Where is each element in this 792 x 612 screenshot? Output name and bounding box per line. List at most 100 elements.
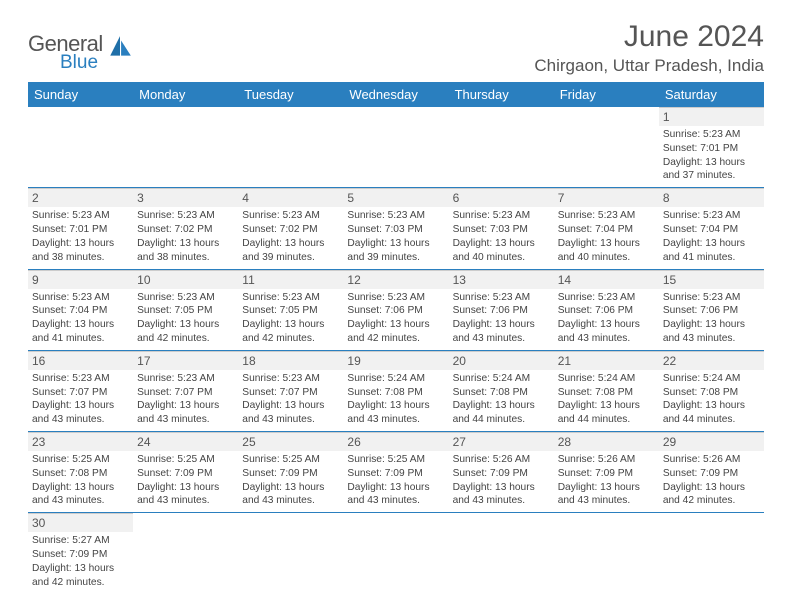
- calendar-cell: 18Sunrise: 5:23 AMSunset: 7:07 PMDayligh…: [238, 350, 343, 431]
- sunset-text: Sunset: 7:06 PM: [663, 304, 760, 318]
- logo-line2: Blue: [60, 54, 103, 71]
- daylight-text: Daylight: 13 hours and 43 minutes.: [242, 399, 339, 427]
- day-number: 7: [554, 188, 659, 207]
- daylight-text: Daylight: 13 hours and 42 minutes.: [663, 481, 760, 509]
- calendar-cell: 6Sunrise: 5:23 AMSunset: 7:03 PMDaylight…: [449, 188, 554, 269]
- calendar-cell: 22Sunrise: 5:24 AMSunset: 7:08 PMDayligh…: [659, 350, 764, 431]
- day-number: 8: [659, 188, 764, 207]
- calendar-cell: 2Sunrise: 5:23 AMSunset: 7:01 PMDaylight…: [28, 188, 133, 269]
- daylight-text: Daylight: 13 hours and 39 minutes.: [242, 237, 339, 265]
- calendar-cell: 25Sunrise: 5:25 AMSunset: 7:09 PMDayligh…: [238, 432, 343, 513]
- calendar-week: 1Sunrise: 5:23 AMSunset: 7:01 PMDaylight…: [28, 107, 764, 188]
- day-number: 17: [133, 351, 238, 370]
- sunrise-text: Sunrise: 5:27 AM: [32, 534, 129, 548]
- sunset-text: Sunset: 7:03 PM: [347, 223, 444, 237]
- sunset-text: Sunset: 7:01 PM: [663, 142, 760, 156]
- day-number: 11: [238, 270, 343, 289]
- sunrise-text: Sunrise: 5:23 AM: [663, 291, 760, 305]
- calendar-cell: 16Sunrise: 5:23 AMSunset: 7:07 PMDayligh…: [28, 350, 133, 431]
- calendar-cell: [28, 107, 133, 188]
- day-number: 26: [343, 432, 448, 451]
- sunrise-text: Sunrise: 5:25 AM: [137, 453, 234, 467]
- location: Chirgaon, Uttar Pradesh, India: [534, 56, 764, 76]
- daylight-text: Daylight: 13 hours and 38 minutes.: [32, 237, 129, 265]
- calendar-cell: 7Sunrise: 5:23 AMSunset: 7:04 PMDaylight…: [554, 188, 659, 269]
- day-number: 22: [659, 351, 764, 370]
- day-number: 15: [659, 270, 764, 289]
- sunrise-text: Sunrise: 5:23 AM: [242, 209, 339, 223]
- day-header: Sunday: [28, 82, 133, 107]
- daylight-text: Daylight: 13 hours and 37 minutes.: [663, 156, 760, 184]
- daylight-text: Daylight: 13 hours and 43 minutes.: [663, 318, 760, 346]
- sunset-text: Sunset: 7:06 PM: [347, 304, 444, 318]
- calendar-cell: 26Sunrise: 5:25 AMSunset: 7:09 PMDayligh…: [343, 432, 448, 513]
- sunset-text: Sunset: 7:08 PM: [453, 386, 550, 400]
- daylight-text: Daylight: 13 hours and 43 minutes.: [453, 481, 550, 509]
- sunrise-text: Sunrise: 5:24 AM: [453, 372, 550, 386]
- sunset-text: Sunset: 7:02 PM: [242, 223, 339, 237]
- sunset-text: Sunset: 7:01 PM: [32, 223, 129, 237]
- calendar-week: 9Sunrise: 5:23 AMSunset: 7:04 PMDaylight…: [28, 269, 764, 350]
- calendar-cell: [343, 107, 448, 188]
- calendar-cell: [133, 513, 238, 594]
- day-number: 16: [28, 351, 133, 370]
- day-header: Saturday: [659, 82, 764, 107]
- day-number: 6: [449, 188, 554, 207]
- title-block: June 2024 Chirgaon, Uttar Pradesh, India: [534, 20, 764, 76]
- calendar-cell: 20Sunrise: 5:24 AMSunset: 7:08 PMDayligh…: [449, 350, 554, 431]
- calendar-cell: 4Sunrise: 5:23 AMSunset: 7:02 PMDaylight…: [238, 188, 343, 269]
- calendar-cell: 27Sunrise: 5:26 AMSunset: 7:09 PMDayligh…: [449, 432, 554, 513]
- daylight-text: Daylight: 13 hours and 43 minutes.: [137, 399, 234, 427]
- calendar-cell: 28 Sunrise: 5:26 AMSunset: 7:09 PMDayligh…: [554, 432, 659, 513]
- calendar-cell: 1Sunrise: 5:23 AMSunset: 7:01 PMDaylight…: [659, 107, 764, 188]
- sail-icon: [107, 34, 133, 60]
- day-number: 30: [28, 513, 133, 532]
- calendar-week: 2Sunrise: 5:23 AMSunset: 7:01 PMDaylight…: [28, 188, 764, 269]
- day-header: Tuesday: [238, 82, 343, 107]
- sunrise-text: Sunrise: 5:23 AM: [32, 291, 129, 305]
- day-number: 19: [343, 351, 448, 370]
- calendar-table: Sunday Monday Tuesday Wednesday Thursday…: [28, 82, 764, 594]
- sunset-text: Sunset: 7:07 PM: [137, 386, 234, 400]
- sunrise-text: Sunrise: 5:23 AM: [347, 209, 444, 223]
- sunset-text: Sunset: 7:08 PM: [663, 386, 760, 400]
- header: General Blue June 2024 Chirgaon, Uttar P…: [28, 20, 764, 76]
- daylight-text: Daylight: 13 hours and 43 minutes.: [32, 481, 129, 509]
- sunrise-text: Sunrise: 5:23 AM: [32, 209, 129, 223]
- day-header: Wednesday: [343, 82, 448, 107]
- logo-line1: General: [28, 34, 103, 54]
- sunset-text: Sunset: 7:09 PM: [558, 467, 655, 481]
- day-number: 18: [238, 351, 343, 370]
- calendar-cell: 5Sunrise: 5:23 AMSunset: 7:03 PMDaylight…: [343, 188, 448, 269]
- sunrise-text: Sunrise: 5:24 AM: [347, 372, 444, 386]
- daylight-text: Daylight: 13 hours and 43 minutes.: [242, 481, 339, 509]
- logo: General Blue: [28, 34, 133, 71]
- sunrise-text: Sunrise: 5:23 AM: [137, 372, 234, 386]
- sunset-text: Sunset: 7:04 PM: [558, 223, 655, 237]
- sunrise-text: Sunrise: 5:25 AM: [347, 453, 444, 467]
- day-number: 24: [133, 432, 238, 451]
- sunrise-text: Sunrise: 5:24 AM: [558, 372, 655, 386]
- calendar-cell: 10Sunrise: 5:23 AMSunset: 7:05 PMDayligh…: [133, 269, 238, 350]
- sunrise-text: Sunrise: 5:26 AM: [453, 453, 550, 467]
- sunrise-text: Sunrise: 5:23 AM: [137, 209, 234, 223]
- calendar-cell: [554, 107, 659, 188]
- sunrise-text: Sunrise: 5:23 AM: [347, 291, 444, 305]
- daylight-text: Daylight: 13 hours and 43 minutes.: [453, 318, 550, 346]
- calendar-cell: 17 Sunrise: 5:23 AMSunset: 7:07 PMDayligh…: [133, 350, 238, 431]
- day-number: 23: [28, 432, 133, 451]
- day-number: 12: [343, 270, 448, 289]
- calendar-cell: [449, 107, 554, 188]
- calendar-cell: 3Sunrise: 5:23 AMSunset: 7:02 PMDaylight…: [133, 188, 238, 269]
- calendar-cell: 14Sunrise: 5:23 AMSunset: 7:06 PMDayligh…: [554, 269, 659, 350]
- sunrise-text: Sunrise: 5:26 AM: [558, 453, 655, 467]
- daylight-text: Daylight: 13 hours and 43 minutes.: [558, 481, 655, 509]
- logo-text: General Blue: [28, 34, 103, 71]
- daylight-text: Daylight: 13 hours and 41 minutes.: [663, 237, 760, 265]
- calendar-cell: 11Sunrise: 5:23 AMSunset: 7:05 PMDayligh…: [238, 269, 343, 350]
- calendar-cell: 24Sunrise: 5:25 AMSunset: 7:09 PMDayligh…: [133, 432, 238, 513]
- sunrise-text: Sunrise: 5:23 AM: [242, 291, 339, 305]
- calendar-week: 16Sunrise: 5:23 AMSunset: 7:07 PMDayligh…: [28, 350, 764, 431]
- day-number: 28: [554, 432, 659, 451]
- calendar-cell: 9Sunrise: 5:23 AMSunset: 7:04 PMDaylight…: [28, 269, 133, 350]
